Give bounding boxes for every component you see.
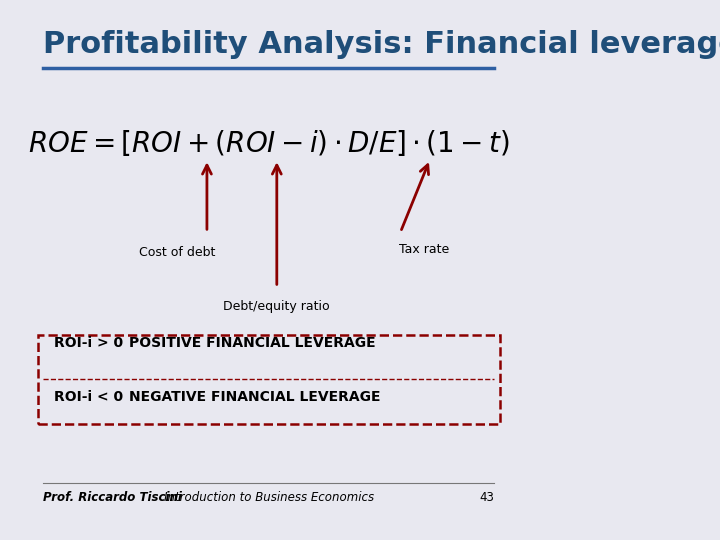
Text: Debt/equity ratio: Debt/equity ratio <box>223 300 330 313</box>
Text: ROI-i > 0: ROI-i > 0 <box>54 336 123 350</box>
Text: ROI-i < 0: ROI-i < 0 <box>54 390 123 404</box>
Text: Prof. Riccardo Tiscini: Prof. Riccardo Tiscini <box>43 491 182 504</box>
Text: Tax rate: Tax rate <box>400 243 450 256</box>
Text: 43: 43 <box>480 491 495 504</box>
Text: Profitability Analysis: Financial leverage: Profitability Analysis: Financial levera… <box>43 30 720 59</box>
Text: Introduction to Business Economics: Introduction to Business Economics <box>163 491 374 504</box>
Text: $ROE = \left[ROI + (ROI - i) \cdot D / E\right] \cdot (1-t)$: $ROE = \left[ROI + (ROI - i) \cdot D / E… <box>28 128 510 158</box>
Text: Cost of debt: Cost of debt <box>139 246 215 259</box>
Text: NEGATIVE FINANCIAL LEVERAGE: NEGATIVE FINANCIAL LEVERAGE <box>129 390 380 404</box>
Text: POSITIVE FINANCIAL LEVERAGE: POSITIVE FINANCIAL LEVERAGE <box>129 336 376 350</box>
